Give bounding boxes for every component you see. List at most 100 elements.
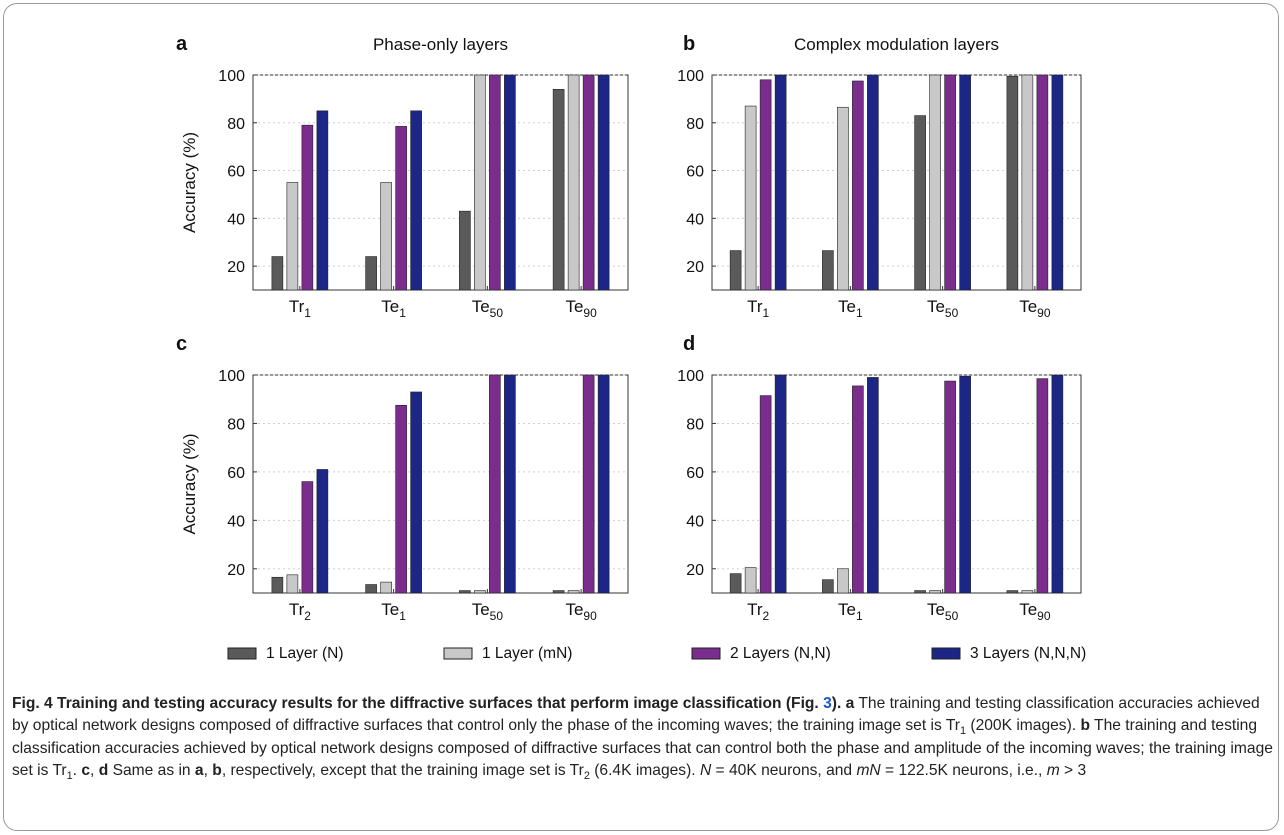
caption-text-a: The training and testing classification … — [12, 695, 1260, 735]
y-tick-label: 80 — [686, 416, 704, 433]
legend-label: 3 Layers (N,N,N) — [970, 645, 1086, 662]
bar — [380, 182, 392, 291]
bar — [552, 89, 565, 291]
y-tick-label: 100 — [218, 68, 245, 85]
y-tick-label: 20 — [686, 562, 704, 579]
x-tick-label: Tr1 — [747, 297, 769, 320]
bar — [822, 579, 834, 594]
legend-label: 1 Layer (N) — [266, 645, 344, 662]
panel-label-b: b — [683, 33, 695, 55]
bar — [567, 74, 580, 291]
caption-label-a: a — [845, 695, 855, 712]
figure-ref-link[interactable]: 3 — [823, 695, 832, 712]
x-tick-label: Tr2 — [747, 600, 769, 623]
bar — [365, 256, 377, 291]
x-tick-label: Te1 — [838, 600, 863, 623]
bar — [729, 250, 742, 291]
bar — [744, 105, 757, 291]
x-tick-label: Te1 — [381, 297, 406, 320]
bar — [301, 481, 314, 594]
bar — [567, 590, 580, 594]
bar — [316, 469, 329, 594]
x-tick-label: Te90 — [1019, 600, 1051, 623]
bar — [489, 374, 501, 594]
bar — [286, 182, 299, 291]
caption-label-c: c — [81, 762, 91, 780]
bar — [395, 404, 407, 594]
panel-label-c: c — [176, 333, 187, 355]
plot-frame — [711, 74, 1082, 291]
bar — [410, 391, 422, 594]
bar — [759, 79, 772, 291]
bar — [380, 581, 392, 594]
bar — [410, 110, 422, 291]
bar — [1021, 74, 1034, 291]
y-tick-label: 80 — [686, 116, 704, 133]
bar — [837, 568, 849, 594]
bar — [914, 115, 926, 291]
plot-frame — [711, 374, 1082, 594]
figure-caption: Fig. 4 Training and testing accuracy res… — [12, 695, 1273, 783]
bar — [774, 74, 787, 291]
x-tick-label: Te1 — [838, 297, 863, 320]
x-tick-label: Te1 — [381, 600, 406, 623]
x-tick-label: Te50 — [927, 600, 959, 623]
legend-swatch — [931, 647, 961, 660]
panel-label-d: d — [683, 333, 695, 355]
bar — [774, 374, 787, 594]
y-axis-label: Accuracy (%) — [180, 433, 199, 534]
caption-text-b: The training and testing classification … — [12, 717, 1273, 780]
y-tick-label: 80 — [227, 116, 245, 133]
bar — [959, 375, 971, 594]
plot-frame — [252, 374, 629, 594]
x-tick-label: Te50 — [927, 297, 959, 320]
bar — [1051, 74, 1064, 291]
y-tick-label: 100 — [218, 368, 245, 385]
bar — [552, 590, 565, 594]
y-tick-label: 100 — [677, 368, 704, 385]
legend-label: 1 Layer (mN) — [482, 645, 572, 662]
y-tick-label: 80 — [227, 416, 245, 433]
y-tick-label: 100 — [677, 68, 704, 85]
bar — [944, 380, 956, 594]
legend-swatch — [691, 647, 721, 660]
bar — [929, 590, 941, 594]
y-axis-label: Accuracy (%) — [180, 132, 199, 233]
bar — [1036, 378, 1049, 594]
bar — [744, 567, 757, 594]
bar — [504, 374, 516, 594]
y-tick-label: 60 — [686, 164, 704, 181]
bar — [597, 374, 610, 594]
bar — [316, 110, 329, 291]
y-tick-label: 40 — [686, 211, 704, 228]
panel-title-a: Phase-only layers — [373, 35, 508, 54]
y-tick-label: 60 — [686, 465, 704, 482]
bar — [504, 74, 516, 291]
legend-label: 2 Layers (N,N) — [730, 645, 831, 662]
bar — [286, 574, 299, 594]
x-tick-label: Te50 — [472, 297, 504, 320]
bar — [459, 210, 471, 291]
bar — [944, 74, 956, 291]
x-tick-label: Te50 — [472, 600, 504, 623]
bar — [489, 74, 501, 291]
bar — [271, 576, 284, 594]
caption-label-d: d — [98, 762, 109, 780]
bar — [582, 74, 595, 291]
bar — [395, 126, 407, 291]
figure-chart-area: a Phase-only layers 20 40 60 80 100 Accuracy (%… — [176, 33, 1086, 662]
x-tick-label: Te90 — [565, 297, 597, 320]
bar — [759, 395, 772, 594]
y-tick-label: 40 — [686, 513, 704, 530]
bar — [301, 124, 314, 291]
y-tick-label: 20 — [686, 259, 704, 276]
bar — [459, 590, 471, 594]
legend-swatch — [443, 647, 473, 660]
y-tick-label: 20 — [227, 562, 245, 579]
x-tick-label: Te90 — [565, 600, 597, 623]
y-tick-label: 40 — [227, 211, 245, 228]
bar — [914, 590, 926, 594]
bar — [729, 573, 742, 594]
caption-title: Fig. 4 Training and testing accuracy res… — [12, 695, 842, 712]
bar — [1036, 74, 1049, 291]
